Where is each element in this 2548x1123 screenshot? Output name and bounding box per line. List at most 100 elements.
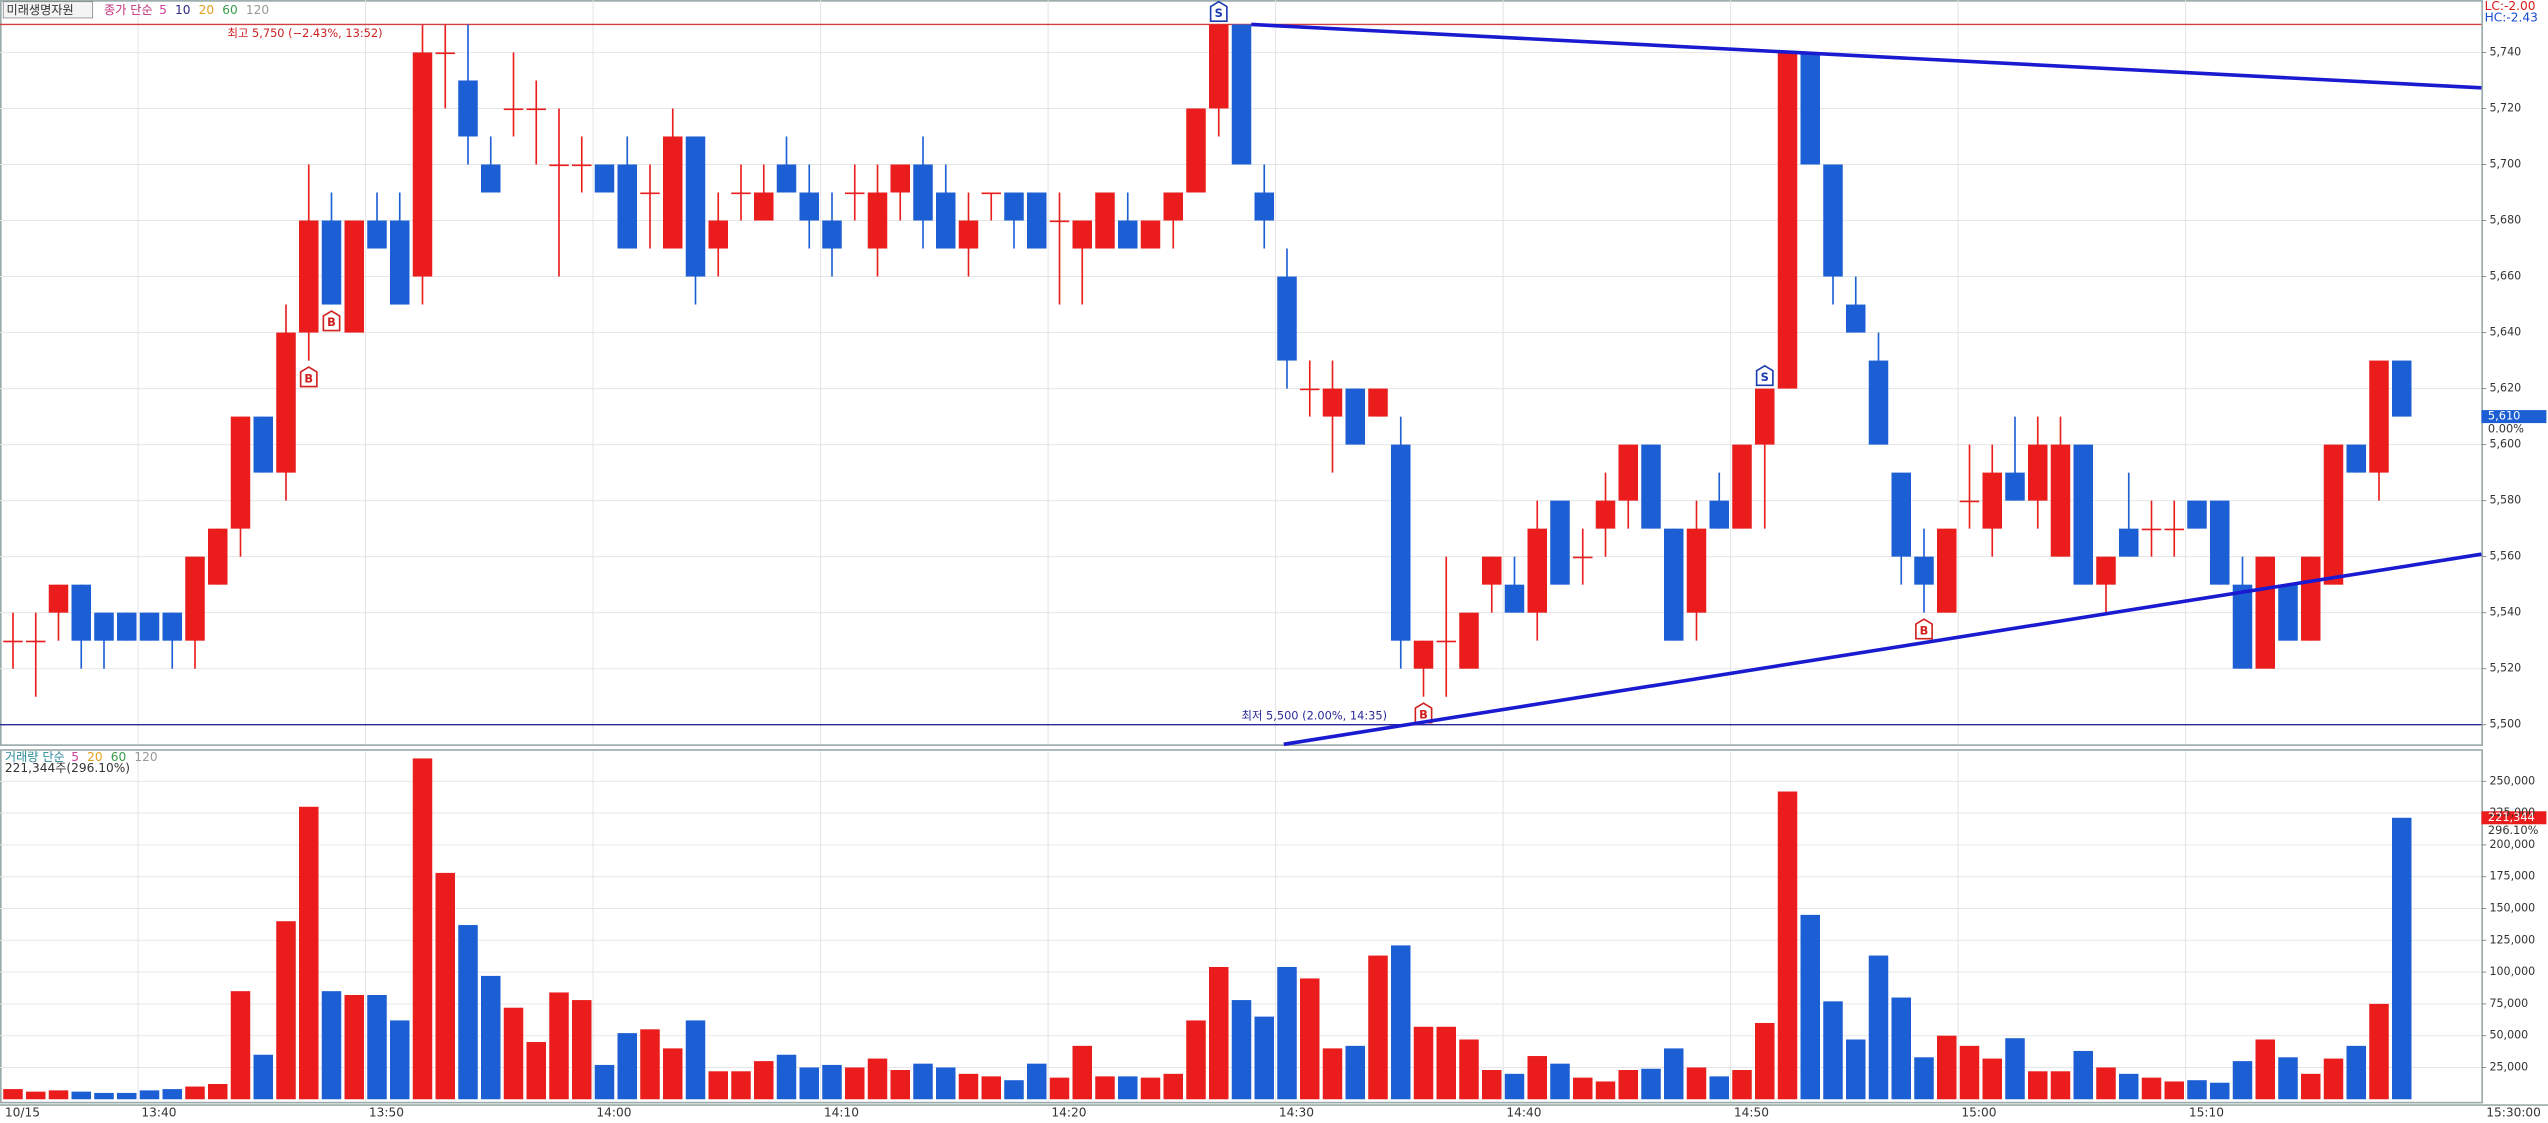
candle-body <box>845 192 865 195</box>
y-tick-label: 5,560 <box>2490 550 2522 563</box>
legend-entry: 60 <box>222 3 238 17</box>
volume-bar <box>1777 791 1798 1100</box>
candle-body <box>208 528 228 585</box>
candle-body <box>1004 192 1024 221</box>
candle-body <box>2005 472 2025 501</box>
volume-bar <box>685 1020 706 1100</box>
candle-body <box>663 136 683 249</box>
candle-body <box>458 80 478 137</box>
volume-bar <box>2278 1057 2298 1100</box>
volume-bar <box>94 1092 114 1100</box>
candle-body <box>1186 108 1206 193</box>
signal-marker <box>299 366 318 388</box>
volume-bar <box>48 1090 69 1100</box>
candle-body <box>822 220 842 249</box>
volume-bar <box>1686 1067 1707 1100</box>
candle-body <box>981 192 1001 195</box>
volume-bar <box>2323 1058 2344 1100</box>
candle-body <box>754 192 774 221</box>
volume-bar <box>139 1090 160 1100</box>
candle-body <box>1300 388 1320 391</box>
volume-bar <box>1504 1073 1525 1100</box>
candle-body <box>1322 388 1343 417</box>
candle-body <box>572 164 592 167</box>
candle-body <box>2255 556 2275 669</box>
x-tick-label: 13:50 <box>369 1106 404 1120</box>
candle-body <box>162 612 182 641</box>
candle-body <box>1413 640 1434 669</box>
candle-body <box>1755 388 1775 445</box>
volume-bar <box>2050 1071 2071 1100</box>
volume-bar <box>640 1029 660 1100</box>
candle-body <box>2050 444 2071 557</box>
volume-bar <box>208 1084 228 1100</box>
signal-marker <box>1755 364 1774 387</box>
last-price-box <box>2481 410 2547 424</box>
volume-bar <box>822 1064 842 1100</box>
candle-body <box>3 640 23 643</box>
signal-marker <box>1414 702 1433 724</box>
candle-body <box>117 612 137 641</box>
volume-bar <box>1368 955 1388 1100</box>
candle-body <box>1482 556 1502 585</box>
volume-bar <box>1641 1068 1661 1100</box>
y-tick-label: 75,000 <box>2490 997 2529 1010</box>
volume-bar <box>1163 1073 1183 1100</box>
volume-bar <box>526 1042 546 1100</box>
y-tick-label: 50,000 <box>2490 1029 2529 1042</box>
candle-body <box>1163 192 1183 221</box>
volume-bar <box>1459 1039 1479 1100</box>
legend-entry: 120 <box>246 3 269 17</box>
candle-body <box>1891 472 1911 557</box>
candle-body <box>94 612 114 641</box>
y-tick-label: 5,740 <box>2490 45 2522 58</box>
volume-bar <box>799 1067 819 1100</box>
y-tick-label: 200,000 <box>2490 838 2536 851</box>
time-label: 15:30:00 <box>2486 1106 2541 1120</box>
volume-bar <box>1732 1070 1752 1100</box>
candle-body <box>2073 444 2093 585</box>
y-tick-label: 5,600 <box>2490 438 2522 451</box>
volume-bar <box>936 1067 956 1100</box>
title-box <box>2 1 94 19</box>
candle-body <box>799 192 819 221</box>
candle-body <box>867 192 888 249</box>
volume-bar <box>2301 1073 2321 1100</box>
y-tick-label: 5,660 <box>2490 270 2522 283</box>
candle-body <box>299 220 319 333</box>
candle-body <box>1595 500 1616 529</box>
x-tick-label: 14:50 <box>1734 1106 1769 1120</box>
y-tick-label: 125,000 <box>2490 933 2536 946</box>
x-tick-label: 15:00 <box>1961 1106 1996 1120</box>
volume-bar <box>1800 914 1820 1100</box>
candle-body <box>1982 472 2002 529</box>
candle-body <box>1868 360 1889 445</box>
candle-body <box>435 52 455 55</box>
volume-bar <box>1027 1063 1047 1100</box>
legend-label: 종가 단순 <box>104 3 153 17</box>
volume-bar <box>549 992 569 1100</box>
volume-bar <box>1004 1080 1024 1100</box>
volume-bar <box>1413 1026 1434 1100</box>
volume-bar <box>1095 1076 1115 1100</box>
volume-bar <box>117 1092 137 1100</box>
volume-bar <box>1254 1016 1274 1100</box>
candle-body <box>1527 528 1547 613</box>
y-tick-label: 5,680 <box>2490 214 2522 227</box>
volume-bar <box>663 1048 683 1100</box>
volume-bar <box>412 758 433 1100</box>
volume-bar <box>958 1073 979 1100</box>
x-tick-label: 13:40 <box>141 1106 176 1120</box>
legend-entry: 20 <box>199 3 214 17</box>
volume-bar <box>617 1033 637 1100</box>
candle-body <box>936 192 956 249</box>
legend-entry: 5 <box>159 3 167 17</box>
volume-bar <box>299 806 319 1100</box>
candle-body <box>2187 500 2207 529</box>
trendline-bottom <box>1283 552 2482 747</box>
candle-body <box>1072 220 1092 249</box>
volume-bar <box>367 994 387 1100</box>
candle-body <box>890 164 910 193</box>
